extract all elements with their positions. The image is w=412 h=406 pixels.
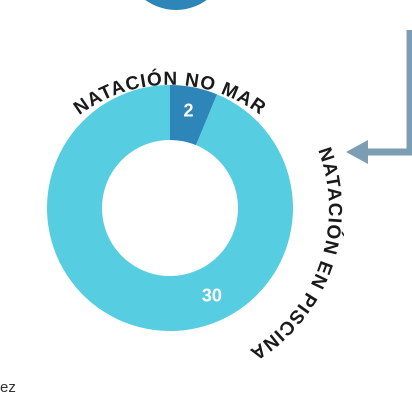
caption: ez [0, 379, 16, 396]
decor-circle [145, 0, 207, 10]
slice [46, 85, 293, 331]
slice [170, 85, 218, 146]
arrow [365, 30, 412, 156]
value-label: 30 [202, 285, 222, 305]
arrow-head [346, 140, 368, 164]
value-label: 2 [184, 101, 194, 121]
donut [46, 85, 293, 331]
